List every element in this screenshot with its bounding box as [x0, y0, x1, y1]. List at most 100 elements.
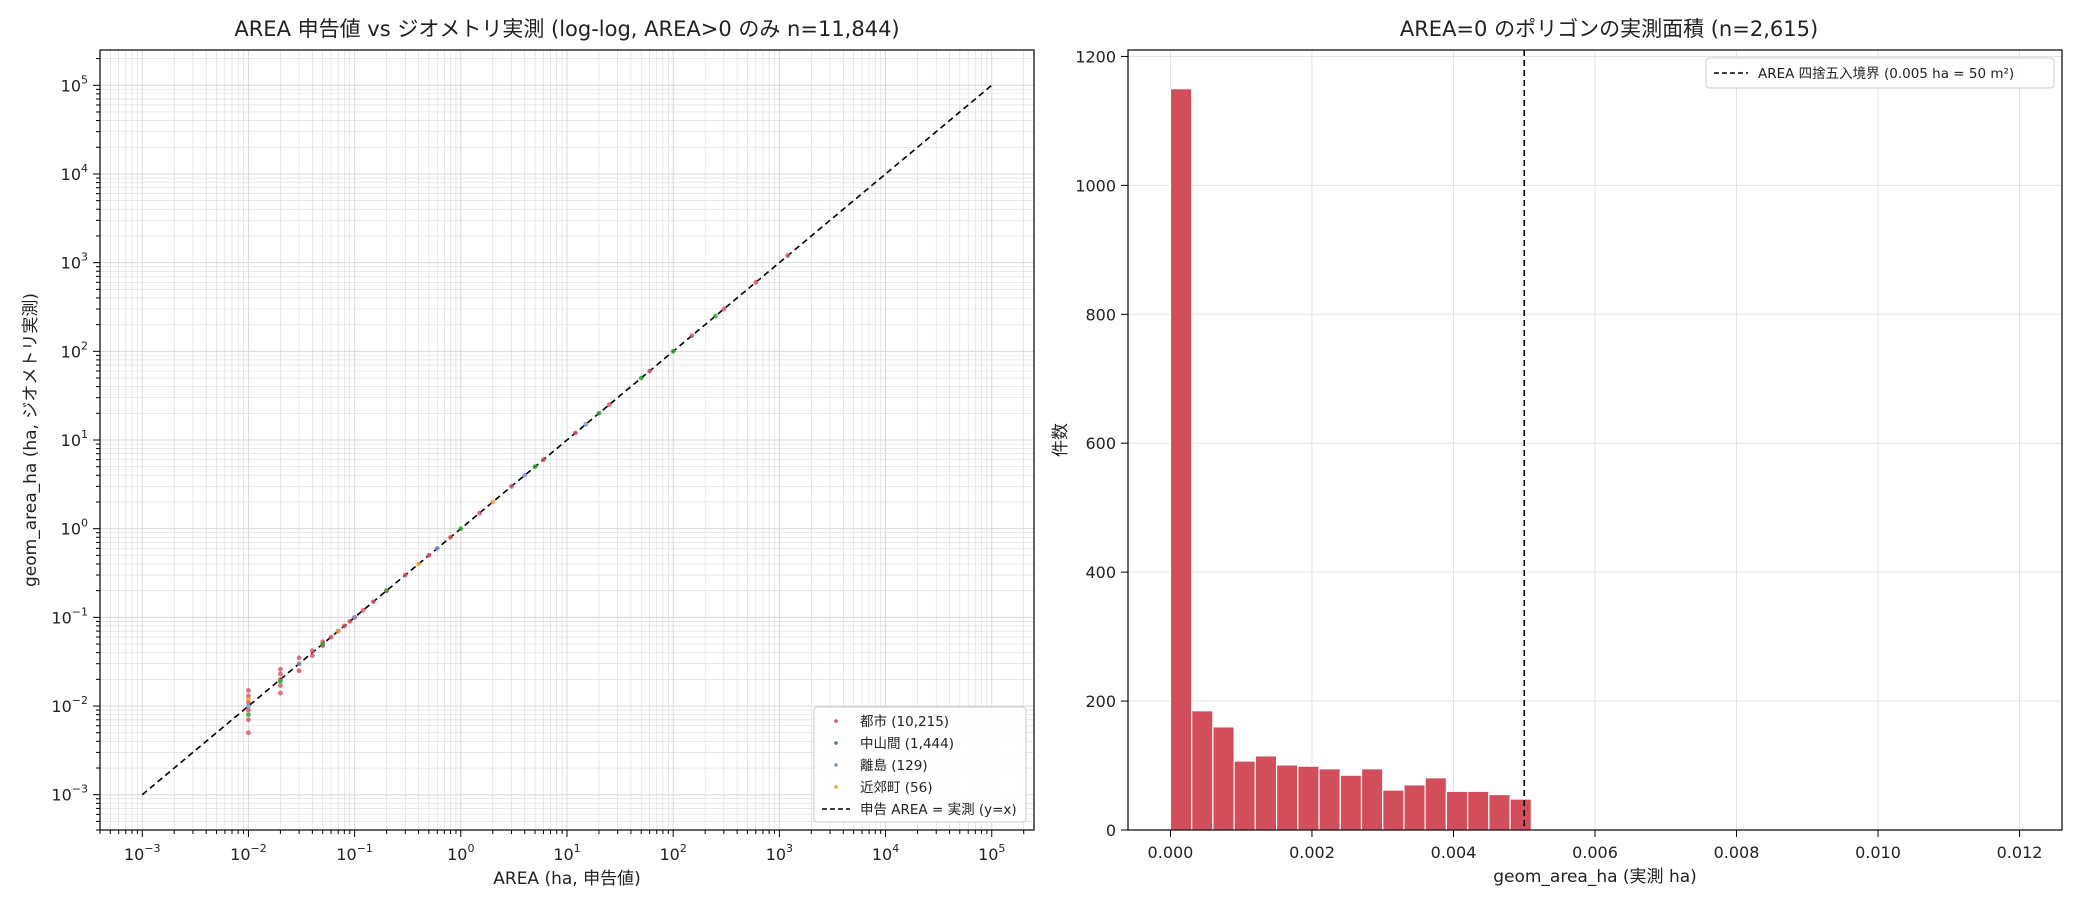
- scatter-point-series-0: [689, 333, 695, 339]
- hist-x-tick-label: 0.002: [1289, 843, 1335, 862]
- scatter-point-series-2: [434, 545, 440, 551]
- hist-x-tick-label: 0.008: [1714, 843, 1760, 862]
- histogram-bar: [1467, 790, 1490, 831]
- histogram-x-label: geom_area_ha (実測 ha): [1493, 867, 1697, 887]
- scatter-point-series-0: [647, 368, 653, 374]
- histogram-bar: [1360, 768, 1384, 831]
- scatter-point-series-0: [309, 648, 315, 654]
- scatter-point-series-1: [638, 375, 644, 381]
- scatter-point-series-0: [753, 279, 759, 285]
- hist-x-tick-label: 0.004: [1431, 843, 1477, 862]
- scatter-point-series-1: [320, 641, 326, 647]
- scatter-ticks: 10−3 10−2 10−1 100 101 102 103 104 105 10−3 10−2 10…: [51, 58, 1025, 864]
- scatter-point-series-2: [583, 421, 589, 427]
- histogram-title: AREA=0 のポリゴンの実測面積 (n=2,615): [1400, 17, 1818, 41]
- x-tick-label: 100: [447, 842, 474, 864]
- histogram-y-label: 件数: [1051, 423, 1071, 457]
- scatter-point-series-0: [246, 717, 251, 723]
- legend-label-island: 離島 (129): [860, 758, 928, 774]
- scatter-point-series-0: [296, 668, 302, 674]
- scatter-point-series-0: [509, 483, 514, 489]
- legend-label-rounding-boundary: AREA 四捨五入境界 (0.005 ha = 50 m²): [1758, 65, 2014, 82]
- scatter-point-series-2: [352, 614, 358, 620]
- hist-y-tick-label: 1000: [1075, 176, 1116, 195]
- scatter-panel: AREA 申告値 vs ジオメトリ実測 (log-log, AREA>0 のみ …: [21, 17, 1035, 889]
- hist-y-tick-label: 0: [1106, 821, 1116, 840]
- scatter-x-label: AREA (ha, 申告値): [493, 869, 640, 889]
- scatter-point-series-0: [370, 599, 376, 605]
- scatter-point-series-3: [246, 696, 251, 702]
- scatter-point-series-0: [278, 690, 283, 696]
- scatter-point-series-2: [522, 472, 528, 478]
- scatter-legend: 都市 (10,215) 中山間 (1,444) 離島 (129) 近郊町 (56…: [813, 706, 1027, 823]
- hist-x-tick-label: 0.000: [1148, 843, 1194, 862]
- x-tick-label: 10−3: [124, 842, 161, 864]
- scatter-point-series-1: [713, 313, 718, 319]
- histogram-bar: [1212, 726, 1235, 831]
- scatter-point-series-0: [309, 653, 315, 659]
- scatter-point-series-0: [278, 666, 283, 672]
- histogram-bar: [1254, 755, 1278, 831]
- x-tick-label: 103: [766, 842, 793, 864]
- hist-y-tick-label: 400: [1085, 563, 1116, 582]
- histogram-bar: [1445, 790, 1469, 831]
- scatter-point-series-0: [606, 402, 612, 408]
- histogram-bar: [1339, 774, 1363, 831]
- histogram-bar: [1424, 777, 1448, 831]
- legend-label-suburb: 近郊町 (56): [860, 779, 933, 796]
- scatter-title: AREA 申告値 vs ジオメトリ実測 (log-log, AREA>0 のみ …: [234, 17, 899, 41]
- scatter-reference-line: [141, 84, 993, 796]
- hist-x-tick-label: 0.006: [1572, 843, 1618, 862]
- histogram-bar: [1318, 768, 1341, 831]
- x-tick-label: 104: [872, 842, 899, 864]
- scatter-point-series-2: [246, 703, 251, 709]
- legend-label-mountain: 中山間 (1,444): [860, 736, 954, 752]
- scatter-point-series-1: [670, 348, 676, 354]
- y-tick-label: 10−3: [51, 783, 88, 805]
- scatter-point-series-3: [490, 499, 496, 505]
- scatter-grid: [99, 50, 1034, 831]
- scatter-point-series-0: [341, 623, 347, 629]
- histogram-bar: [1403, 784, 1426, 831]
- hist-x-tick-label: 0.012: [1997, 843, 2043, 862]
- scatter-point-series-3: [416, 561, 421, 567]
- hist-y-tick-label: 1200: [1075, 47, 1116, 66]
- legend-label-reference: 申告 AREA = 実測 (y=x): [860, 802, 1017, 818]
- hist-y-tick-label: 200: [1085, 692, 1116, 711]
- y-tick-label: 10−1: [51, 605, 88, 627]
- legend-marker-island: [834, 763, 838, 767]
- scatter-point-series-0: [541, 457, 546, 463]
- histogram-ticks: 0.000 0.002 0.004 0.006 0.008 0.010 0.012 0 200 4…: [1075, 47, 2042, 862]
- histogram-bar: [1297, 765, 1320, 831]
- scatter-point-series-0: [278, 683, 283, 688]
- histogram-bar: [1169, 88, 1193, 831]
- scatter-point-series-0: [426, 552, 432, 558]
- scatter-point-series-0: [296, 655, 302, 661]
- y-tick-label: 105: [61, 73, 88, 95]
- scatter-point-series-0: [246, 699, 251, 705]
- y-tick-label: 104: [61, 162, 88, 184]
- scatter-point-series-0: [246, 707, 251, 713]
- histogram-bar: [1509, 798, 1532, 831]
- scatter-point-series-0: [785, 253, 791, 259]
- histogram-panel: AREA=0 のポリゴンの実測面積 (n=2,615) 0.000 0.002 0.…: [1051, 17, 2063, 887]
- histogram-bars: [1169, 88, 1532, 831]
- y-tick-label: 10−2: [51, 694, 88, 716]
- scatter-point-series-0: [402, 572, 408, 578]
- legend-marker-suburb: [834, 785, 838, 789]
- scatter-point-series-1: [458, 526, 464, 532]
- scatter-point-series-1: [278, 678, 283, 684]
- scatter-point-series-3: [335, 628, 341, 634]
- x-tick-label: 102: [660, 842, 687, 864]
- y-tick-label: 103: [61, 251, 88, 273]
- scatter-point-series-1: [384, 588, 389, 594]
- scatter-legend-box: [813, 706, 1027, 823]
- histogram-grid: [1128, 50, 2062, 831]
- scatter-point-series-0: [246, 688, 251, 693]
- histogram-legend-box: [1705, 57, 2055, 89]
- scatter-y-label: geom_area_ha (ha, ジオメトリ実測): [21, 293, 41, 587]
- scatter-point-series-0: [347, 619, 353, 624]
- scatter-point-series-0: [721, 306, 727, 312]
- hist-x-tick-label: 0.010: [1855, 843, 1901, 862]
